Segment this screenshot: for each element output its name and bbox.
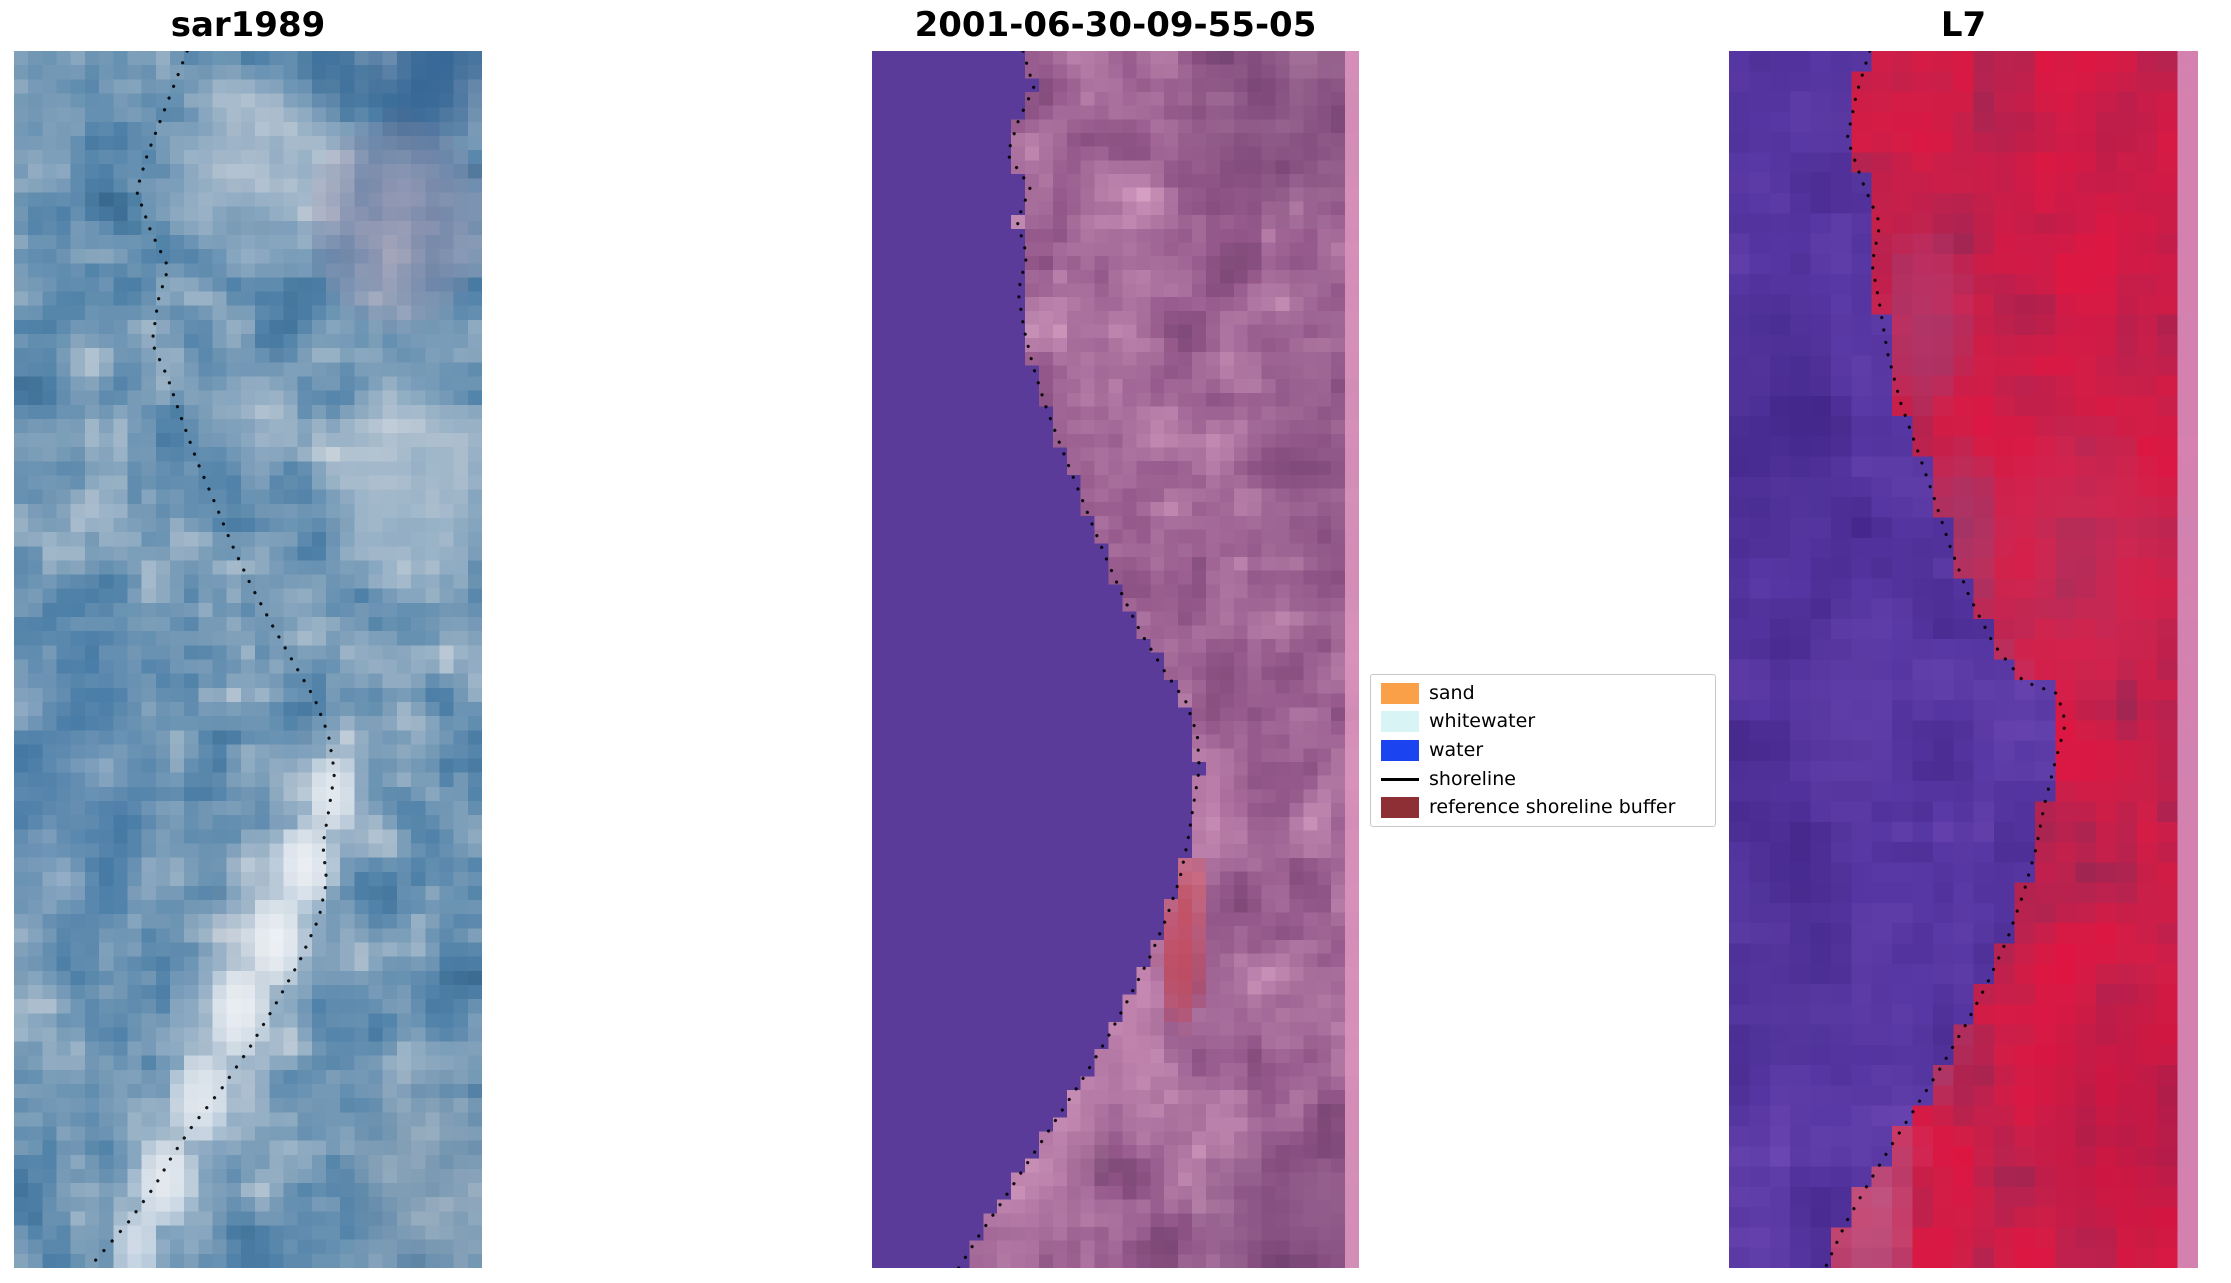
- legend-label: sand: [1429, 681, 1475, 704]
- water-color-swatch: [1381, 739, 1419, 761]
- panel-sar1989: sar1989: [14, 5, 482, 1268]
- panel-title-l7: L7: [1940, 5, 1987, 45]
- legend-item-water: water: [1381, 736, 1705, 765]
- satellite-image-sar1989: [14, 51, 482, 1268]
- legend-label: whitewater: [1429, 710, 1536, 733]
- legend-item-reference-shoreline-buffer: reference shoreline buffer: [1381, 793, 1705, 822]
- shoreline-line-swatch: [1381, 777, 1419, 781]
- sand-color-swatch: [1381, 682, 1419, 704]
- panel-l7: L7: [1729, 5, 2198, 1268]
- panel-title-date: 2001-06-30-09-55-05: [914, 5, 1317, 45]
- legend: sand whitewater water shoreline referenc…: [1370, 674, 1716, 827]
- satellite-image-l7: [1729, 51, 2198, 1268]
- legend-item-shoreline: shoreline: [1381, 765, 1705, 794]
- panel-title-sar1989: sar1989: [170, 5, 326, 45]
- satellite-image-classified: [872, 51, 1359, 1268]
- whitewater-color-swatch: [1381, 711, 1419, 733]
- legend-label: shoreline: [1429, 767, 1516, 790]
- legend-item-sand: sand: [1381, 679, 1705, 708]
- panel-2001-06-30-09-55-05: 2001-06-30-09-55-05: [872, 5, 1359, 1268]
- reference-shoreline-buffer-color-swatch: [1381, 797, 1419, 819]
- legend-item-whitewater: whitewater: [1381, 708, 1705, 737]
- legend-label: water: [1429, 739, 1484, 762]
- legend-label: reference shoreline buffer: [1429, 796, 1676, 819]
